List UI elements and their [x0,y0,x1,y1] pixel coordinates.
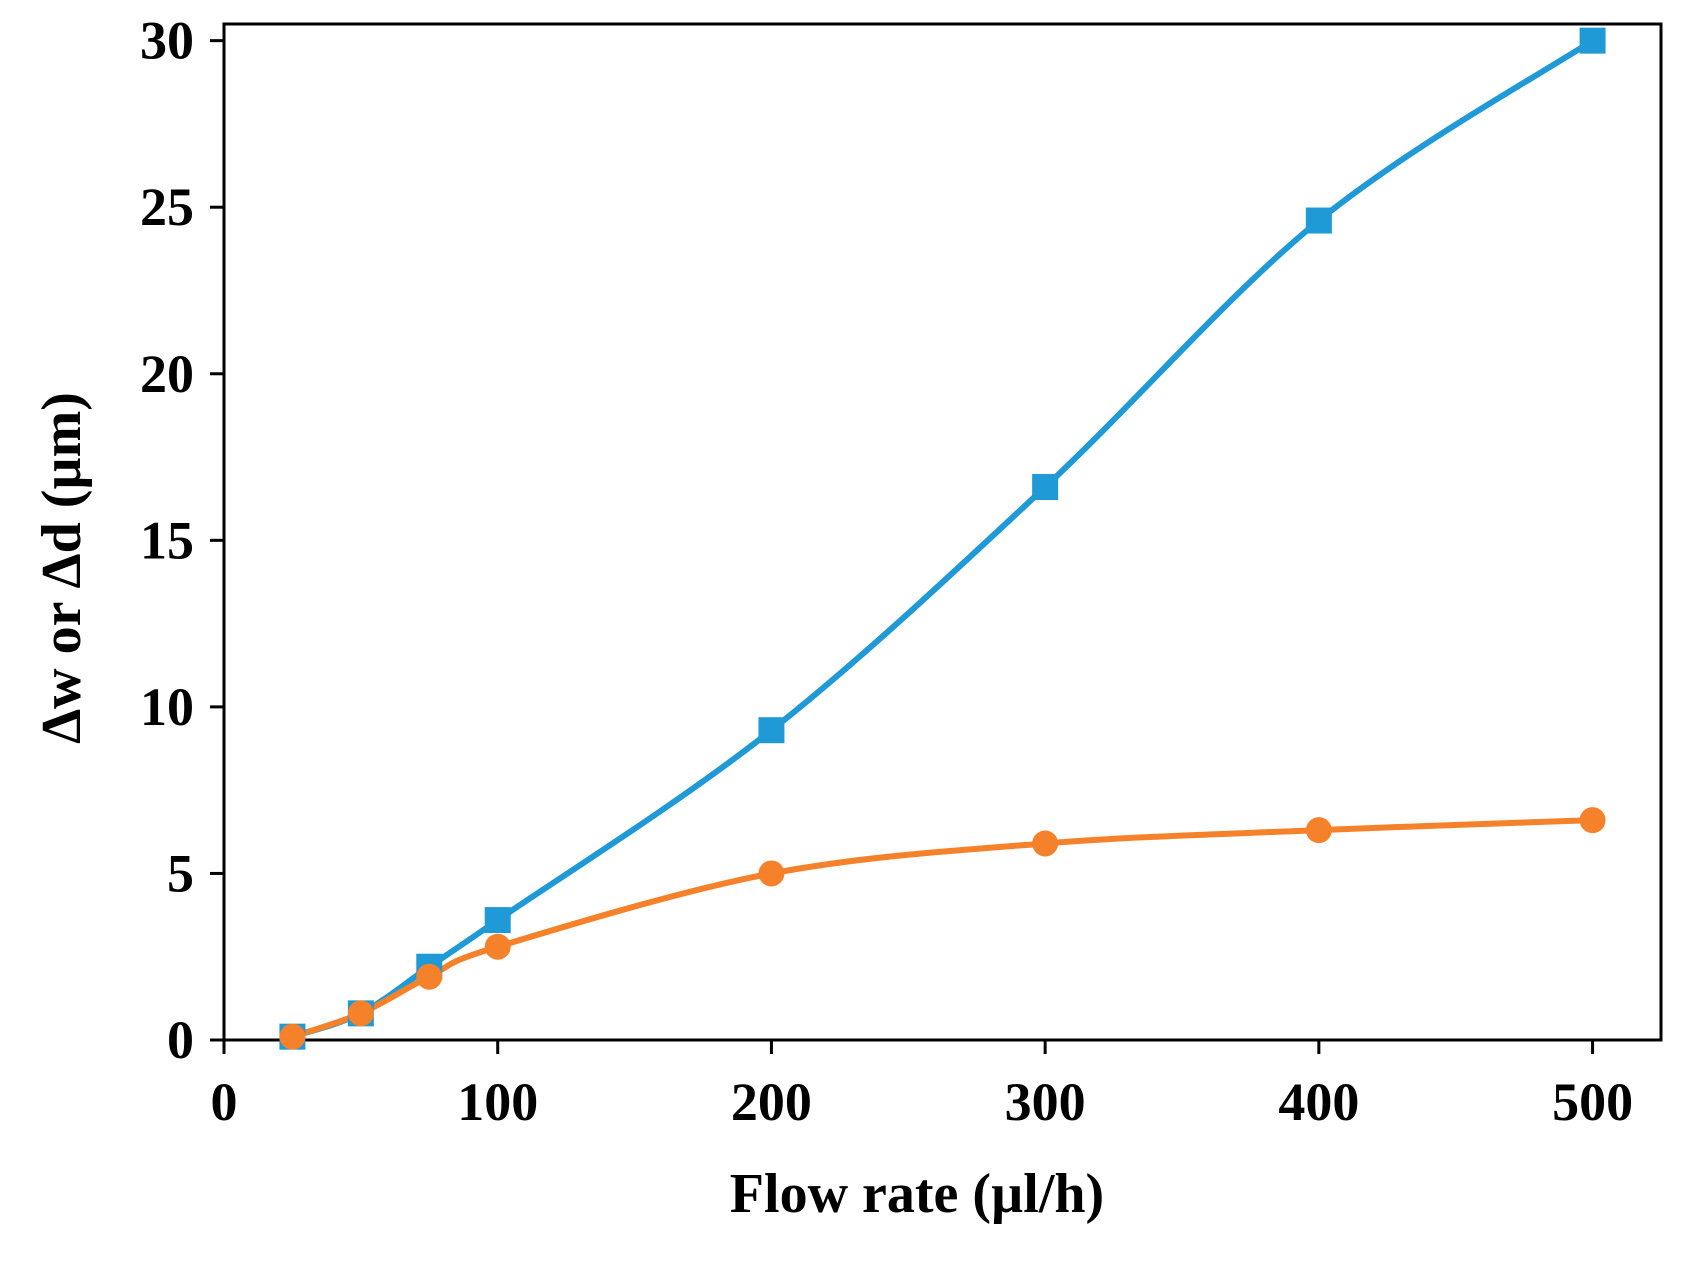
x-axis-title: Flow rate (µl/h) [730,1163,1104,1225]
series-2-point [416,963,443,990]
y-axis-title: Δw or Δd (µm) [31,392,93,744]
tick-labels: 0 100 200 300 400 500 0 5 10 15 20 25 30 [140,11,1633,1132]
y-tick-label: 20 [140,344,194,404]
series-1-point [1305,207,1332,234]
series-2-point [1305,817,1332,844]
series-1-point [758,717,785,744]
x-tick-label: 400 [1278,1072,1359,1132]
series-1-line [289,37,1596,1040]
x-tick-label: 300 [1005,1072,1086,1132]
x-tick-label: 500 [1552,1072,1633,1132]
series-2-point [484,933,511,960]
x-tick-label: 0 [211,1072,238,1132]
x-tick-label: 100 [457,1072,538,1132]
y-tick-label: 0 [167,1010,194,1070]
series-2-point [1579,807,1606,834]
y-tick-label: 15 [140,510,194,570]
series-1-point [484,907,511,934]
series-2-point [1032,830,1059,857]
series-lines [289,37,1596,1040]
y-tick-label: 25 [140,177,194,237]
ticks [210,39,1595,1054]
series-2-point [758,860,785,887]
x-tick-label: 200 [731,1072,812,1132]
series-2-point [279,1023,306,1050]
series-2-point [347,1000,374,1027]
series-1-point [1032,474,1059,501]
y-tick-label: 5 [167,843,194,903]
series-1-point [1579,27,1606,54]
y-tick-label: 30 [140,11,194,71]
plot-frame [222,22,1663,1042]
y-tick-label: 10 [140,677,194,737]
series-markers [279,27,1606,1050]
